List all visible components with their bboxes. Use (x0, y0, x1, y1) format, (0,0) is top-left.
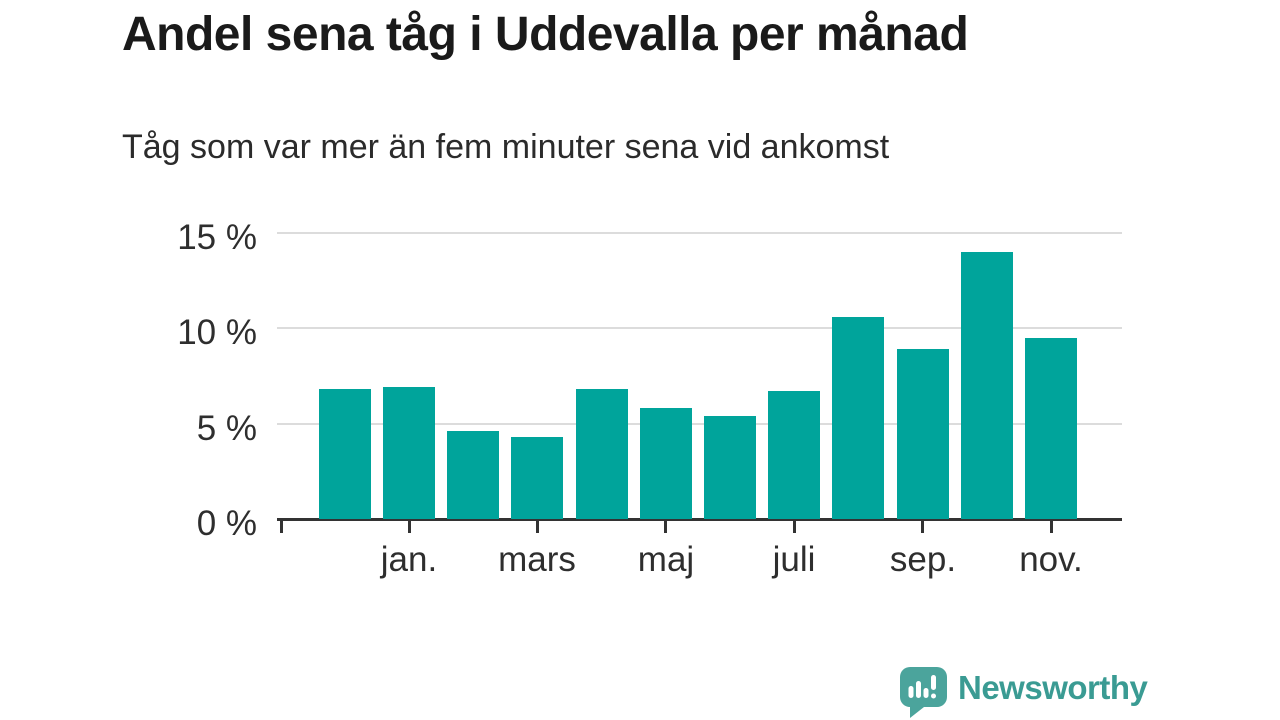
chart-subtitle: Tåg som var mer än fem minuter sena vid … (122, 128, 890, 166)
chart-title: Andel sena tåg i Uddevalla per månad (122, 8, 969, 61)
bar-juni (704, 416, 756, 519)
x-axis-tick (408, 520, 411, 533)
bar-mars (511, 437, 563, 519)
gridline-10 (277, 327, 1122, 329)
x-axis-label-juli: juli (772, 540, 816, 579)
y-axis-label: 10 % (177, 313, 257, 352)
x-axis-label-mars: mars (498, 540, 576, 579)
x-axis-tick (280, 520, 283, 533)
bar-maj (640, 408, 692, 519)
x-axis-tick (1050, 520, 1053, 533)
newsworthy-logo: Newsworthy (900, 667, 1148, 718)
bar-nov (1025, 338, 1077, 519)
gridline-5 (277, 423, 1122, 425)
x-axis-tick (536, 520, 539, 533)
bar-jan (383, 387, 435, 519)
bar-chart-speech-bubble-icon (900, 667, 947, 718)
x-axis-label-sep: sep. (889, 540, 957, 579)
x-axis-tick (921, 520, 924, 533)
y-axis-label: 5 % (196, 409, 257, 448)
bar-aug (832, 317, 884, 519)
bar-sep (897, 349, 949, 519)
x-axis-label-maj: maj (637, 540, 695, 579)
x-axis-label-nov: nov. (1019, 540, 1083, 579)
bar-okt (961, 252, 1013, 519)
bar-juli (768, 391, 820, 519)
x-axis-label-jan: jan. (380, 540, 438, 579)
bar-feb (447, 431, 499, 519)
newsworthy-logo-text: Newsworthy (958, 669, 1148, 706)
y-axis-label: 15 % (177, 218, 257, 257)
gridline-15 (277, 232, 1122, 234)
x-axis-line (277, 518, 1122, 521)
bar-dec (319, 389, 371, 519)
bar-april (576, 389, 628, 519)
y-axis-label: 0 % (196, 504, 257, 543)
x-axis-tick (793, 520, 796, 533)
x-axis-tick (664, 520, 667, 533)
